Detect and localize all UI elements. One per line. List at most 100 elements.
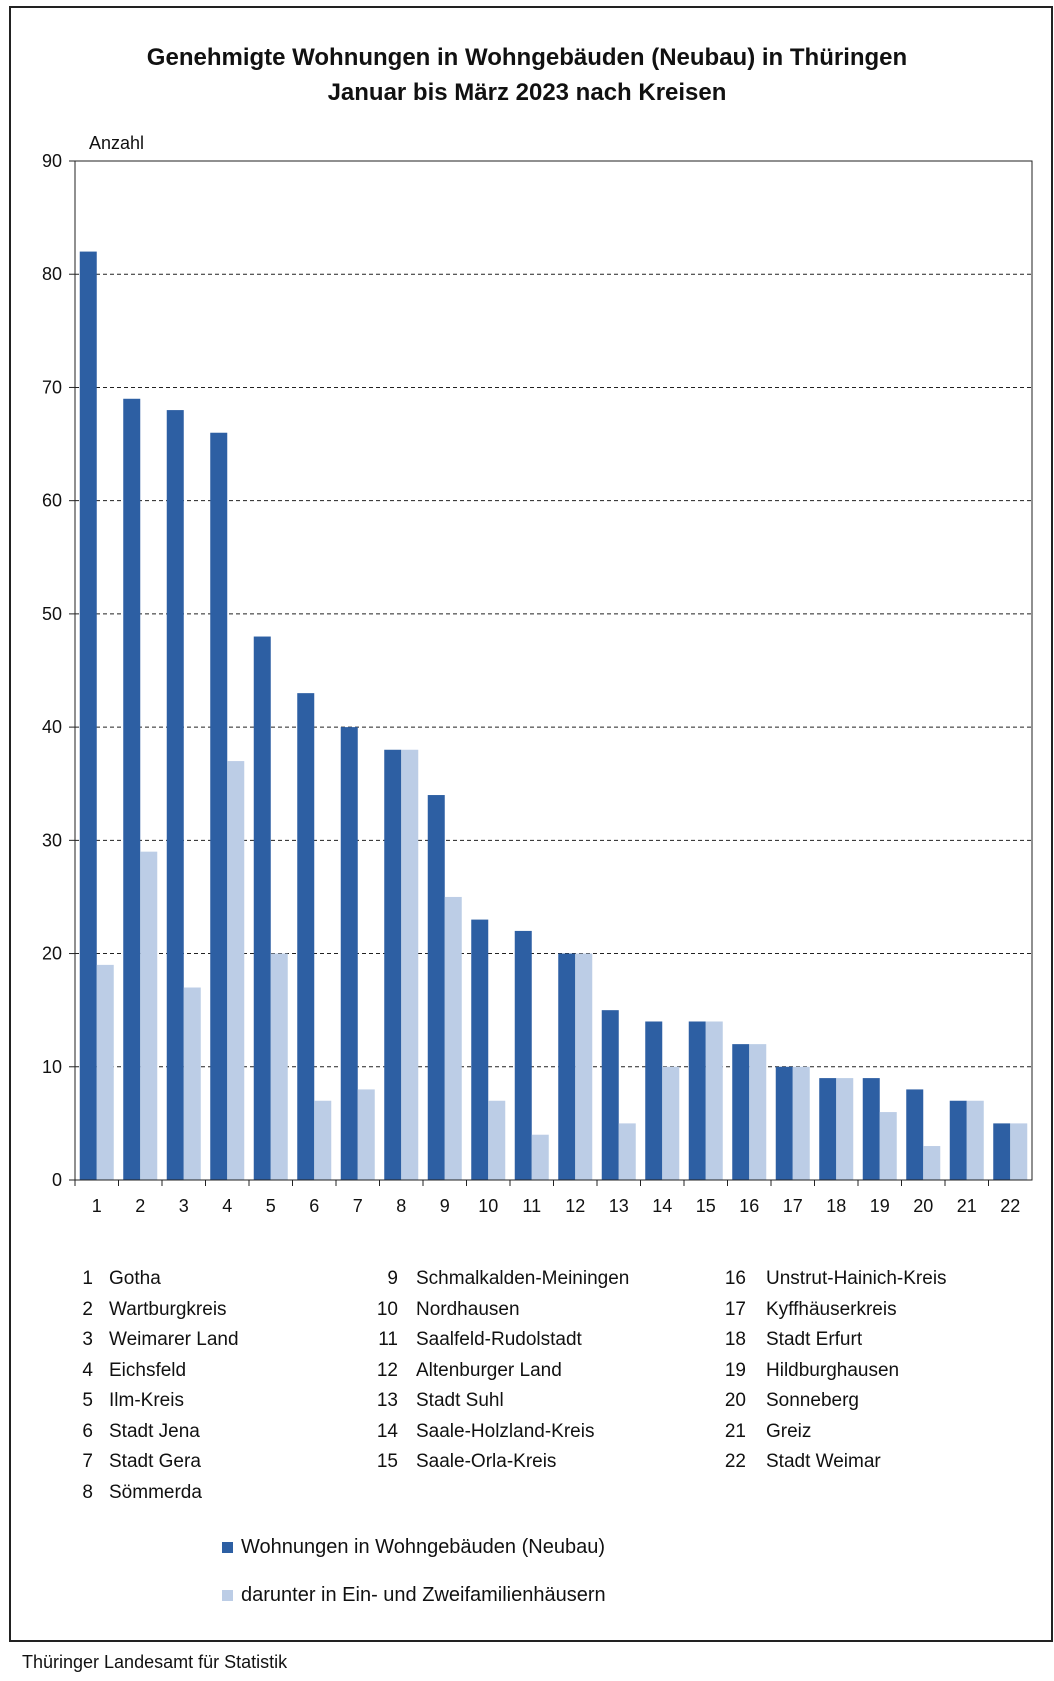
district-number: 15 <box>376 1451 398 1472</box>
y-tick-label: 10 <box>42 1057 62 1077</box>
x-tick-label: 19 <box>870 1196 890 1216</box>
legend-swatch-series-1 <box>222 1542 233 1553</box>
district-number: 2 <box>82 1298 93 1320</box>
bar-6-series-2 <box>314 1100 332 1180</box>
bar-8-series-2 <box>401 749 419 1180</box>
bar-22-series-1 <box>993 1123 1011 1180</box>
x-tick-label: 2 <box>135 1196 145 1216</box>
y-tick-label: 20 <box>42 944 62 964</box>
bar-19-series-1 <box>862 1078 880 1180</box>
y-tick-label: 50 <box>42 604 62 624</box>
district-name: Saale-Holzland-Kreis <box>416 1420 595 1442</box>
legend-label-series-1: Wohnungen in Wohngebäuden (Neubau) <box>241 1536 605 1558</box>
bar-15-series-2 <box>705 1021 723 1180</box>
district-number: 21 <box>724 1420 746 1442</box>
bar-12-series-2 <box>575 953 593 1180</box>
district-name: Schmalkalden-Meiningen <box>416 1268 630 1289</box>
district-number: 4 <box>82 1359 93 1381</box>
district-number: 11 <box>378 1329 398 1350</box>
district-number: 1 <box>82 1268 93 1289</box>
district-number: 8 <box>82 1481 93 1503</box>
x-tick-label: 13 <box>609 1196 629 1216</box>
bar-11-series-2 <box>531 1134 549 1180</box>
bar-10-series-2 <box>488 1100 506 1180</box>
district-name: Sonneberg <box>766 1390 859 1411</box>
bar-18-series-2 <box>836 1078 854 1180</box>
district-name: Saale-Orla-Kreis <box>416 1451 557 1472</box>
x-tick-label: 8 <box>396 1196 406 1216</box>
bar-3-series-1 <box>166 410 184 1181</box>
bar-9-series-2 <box>444 896 462 1180</box>
x-tick-label: 1 <box>92 1196 102 1216</box>
y-tick-label: 30 <box>42 830 62 850</box>
district-name: Wartburgkreis <box>109 1298 227 1320</box>
district-number: 22 <box>724 1451 746 1472</box>
x-tick-label: 14 <box>652 1196 672 1216</box>
bar-11-series-1 <box>514 930 532 1180</box>
bar-17-series-1 <box>775 1066 793 1180</box>
source-note: Thüringer Landesamt für Statistik <box>22 1652 288 1672</box>
district-name: Altenburger Land <box>416 1359 562 1381</box>
district-name: Unstrut-Hainich-Kreis <box>766 1268 947 1289</box>
bar-20-series-1 <box>906 1089 924 1180</box>
y-tick-label: 60 <box>42 491 62 511</box>
district-number: 13 <box>376 1390 398 1411</box>
bar-6-series-1 <box>297 693 315 1180</box>
y-tick-label: 70 <box>42 377 62 397</box>
bar-15-series-1 <box>688 1021 706 1180</box>
legend-item-series-2: darunter in Ein- und Zweifamilienhäusern <box>222 1584 606 1607</box>
bar-20-series-2 <box>923 1146 941 1180</box>
chart-title: Genehmigte Wohnungen in Wohngebäuden (Ne… <box>146 44 908 71</box>
x-tick-label: 10 <box>478 1196 498 1216</box>
y-axis-label: Anzahl <box>89 133 144 153</box>
district-number: 20 <box>724 1390 746 1411</box>
x-tick-label: 17 <box>783 1196 803 1216</box>
bar-21-series-1 <box>949 1100 967 1180</box>
bar-9-series-1 <box>427 795 445 1180</box>
x-tick-label: 22 <box>1000 1196 1020 1216</box>
district-name: Stadt Erfurt <box>766 1329 863 1350</box>
bar-7-series-1 <box>340 727 358 1180</box>
district-name: Eichsfeld <box>109 1359 187 1381</box>
bar-5-series-1 <box>253 636 271 1180</box>
x-tick-label: 20 <box>913 1196 933 1216</box>
bar-7-series-2 <box>357 1089 375 1180</box>
district-name: Stadt Suhl <box>416 1390 504 1411</box>
bar-18-series-1 <box>819 1078 837 1180</box>
y-tick-label: 40 <box>42 717 62 737</box>
legend-item-series-1: Wohnungen in Wohngebäuden (Neubau) <box>222 1536 605 1559</box>
bar-3-series-2 <box>183 987 201 1180</box>
x-tick-label: 3 <box>179 1196 189 1216</box>
bar-10-series-1 <box>471 919 489 1180</box>
bar-1-series-1 <box>79 251 97 1181</box>
bar-17-series-2 <box>792 1066 810 1180</box>
district-name: Weimarer Land <box>109 1329 239 1350</box>
district-number: 7 <box>82 1451 93 1472</box>
x-tick-label: 9 <box>440 1196 450 1216</box>
bar-21-series-2 <box>966 1100 984 1180</box>
bar-16-series-1 <box>732 1044 750 1180</box>
bar-2-series-2 <box>140 851 158 1180</box>
bar-8-series-1 <box>384 749 402 1180</box>
district-number: 10 <box>376 1298 398 1320</box>
district-name: Stadt Gera <box>109 1451 201 1472</box>
district-number: 19 <box>724 1359 746 1381</box>
bar-13-series-2 <box>618 1123 636 1180</box>
bar-12-series-1 <box>558 953 576 1180</box>
x-tick-label: 21 <box>957 1196 977 1216</box>
district-number: 6 <box>82 1420 93 1442</box>
bar-4-series-2 <box>227 761 245 1180</box>
district-number: 18 <box>724 1329 746 1350</box>
legend-label-series-2: darunter in Ein- und Zweifamilienhäusern <box>241 1584 606 1606</box>
district-name: Kyffhäuserkreis <box>766 1298 897 1320</box>
district-name: Gotha <box>109 1268 161 1289</box>
district-number: 16 <box>724 1268 746 1289</box>
district-number: 5 <box>82 1390 93 1411</box>
bar-16-series-2 <box>749 1044 767 1180</box>
district-name: Nordhausen <box>416 1298 520 1320</box>
bar-2-series-1 <box>123 398 141 1180</box>
y-tick-label: 80 <box>42 264 62 284</box>
district-number: 12 <box>376 1359 398 1381</box>
x-tick-label: 16 <box>739 1196 759 1216</box>
x-tick-label: 15 <box>696 1196 716 1216</box>
